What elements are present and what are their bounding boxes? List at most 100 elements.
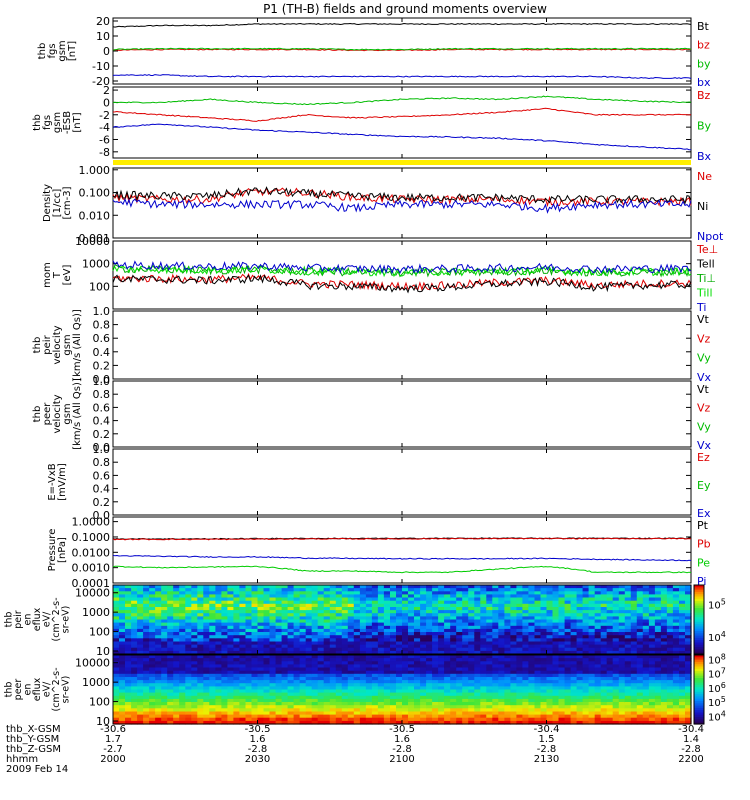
spectrogram-cell [570, 689, 578, 694]
spectrogram-cell [167, 667, 174, 672]
spectrogram-cell [293, 664, 301, 669]
spectrogram-cell [408, 585, 415, 589]
spectrogram-cell [293, 705, 301, 709]
spectrogram-cell [239, 670, 246, 675]
spectrogram-cell [576, 664, 584, 669]
spectrogram-cell [576, 677, 584, 681]
spectrogram-cell [347, 632, 355, 636]
spectrogram-cell [564, 638, 572, 642]
spectrogram-cell [396, 591, 403, 595]
spectrogram-cell [341, 588, 349, 592]
spectrogram-cell [648, 708, 656, 712]
spectrogram-cell [438, 632, 445, 636]
spectrogram-cell [402, 613, 409, 617]
spectrogram-cell [311, 635, 319, 639]
spectrogram-cell [353, 655, 361, 659]
spectrogram-cell [233, 692, 240, 697]
spectrogram-cell [329, 670, 337, 675]
spectrogram-cell [275, 603, 283, 608]
spectrogram-cell [197, 619, 204, 624]
spectrogram-cell [426, 607, 433, 611]
spectrogram-cell [185, 702, 192, 706]
spectrogram-cell [317, 594, 325, 599]
spectrogram-cell [630, 625, 638, 630]
spectrogram-cell [522, 635, 529, 639]
y-tick-label: 0.8 [93, 319, 111, 332]
spectrogram-cell [215, 658, 222, 662]
spectrogram-cell [540, 698, 548, 703]
spectrogram-cell [414, 683, 421, 687]
spectrogram-cell [383, 658, 391, 662]
spectrogram-cell [420, 644, 427, 649]
spectrogram-cell [161, 613, 168, 617]
spectrogram-cell [131, 610, 138, 614]
spectrogram-cell [305, 625, 313, 630]
spectrogram-cell [185, 603, 192, 608]
spectrogram-cell [113, 683, 120, 687]
spectrogram-cell [383, 711, 391, 716]
spectrogram-cell [456, 708, 463, 712]
spectrogram-cell [528, 641, 535, 646]
spectrogram-cell [480, 644, 487, 649]
spectrogram-cell [582, 591, 590, 595]
spectrogram-cell [606, 661, 614, 665]
spectrogram-cell [396, 585, 403, 589]
spectrogram-cell [311, 638, 319, 642]
spectrogram-cell [582, 670, 590, 675]
spectrogram-cell [221, 680, 228, 684]
spectrogram-cell [221, 686, 228, 691]
spectrogram-cell [606, 644, 614, 649]
spectrogram-cell [588, 686, 596, 691]
spectrogram-cell [600, 613, 608, 617]
spectrogram-cell [317, 689, 325, 694]
colorbar-segment [694, 628, 704, 632]
spectrogram-cell [209, 607, 216, 611]
spectrogram-cell [606, 698, 614, 703]
spectrogram-cell [486, 670, 493, 675]
spectrogram-cell [371, 632, 379, 636]
colorbar-segment [694, 682, 704, 686]
spectrogram-ylabel: peer [13, 679, 24, 701]
spectrogram-cell [371, 628, 379, 633]
spectrogram-cell [161, 607, 168, 611]
spectrogram-cell [438, 711, 445, 716]
spectrogram-cell [245, 714, 253, 719]
spectrogram-cell [233, 585, 240, 589]
spectrogram-cell [498, 603, 505, 608]
spectrogram-cell [131, 597, 138, 602]
spectrogram-cell [685, 717, 692, 722]
spectrogram-cell [534, 600, 542, 605]
spectrogram-cell [600, 616, 608, 621]
spectrogram-cell [293, 625, 301, 630]
spectrogram-cell [113, 603, 120, 608]
spectrogram-cell [576, 638, 584, 642]
spectrogram-cell [679, 644, 686, 649]
spectrogram-cell [257, 689, 265, 694]
spectrogram-cell [540, 714, 548, 719]
spectrogram-cell [305, 628, 313, 633]
spectrogram-cell [456, 698, 463, 703]
spectrogram-cell [450, 698, 457, 703]
spectrogram-cell [353, 641, 361, 646]
spectrogram-cell [227, 683, 234, 687]
spectrogram-cell [522, 655, 529, 659]
spectrogram-cell [540, 622, 548, 627]
spectrogram-cell [528, 689, 535, 694]
panel-ylabel: velocity [52, 325, 63, 364]
spectrogram-cell [408, 670, 415, 675]
spectrogram-cell [257, 698, 265, 703]
spectrogram-cell [353, 619, 361, 624]
spectrogram-cell [606, 686, 614, 691]
spectrogram-cell [534, 711, 542, 716]
spectrogram-cell [648, 686, 656, 691]
spectrogram-cell [474, 667, 481, 672]
spectrogram-cell [444, 638, 451, 642]
spectrogram-cell [215, 641, 222, 646]
spectrogram-cell [365, 607, 373, 611]
colorbar-segment [694, 610, 704, 614]
spectrogram-cell [486, 658, 493, 662]
spectrogram-cell [197, 600, 204, 605]
spectrogram-cell [383, 638, 391, 642]
spectrogram-cell [444, 622, 451, 627]
spectrogram-cell [576, 680, 584, 684]
